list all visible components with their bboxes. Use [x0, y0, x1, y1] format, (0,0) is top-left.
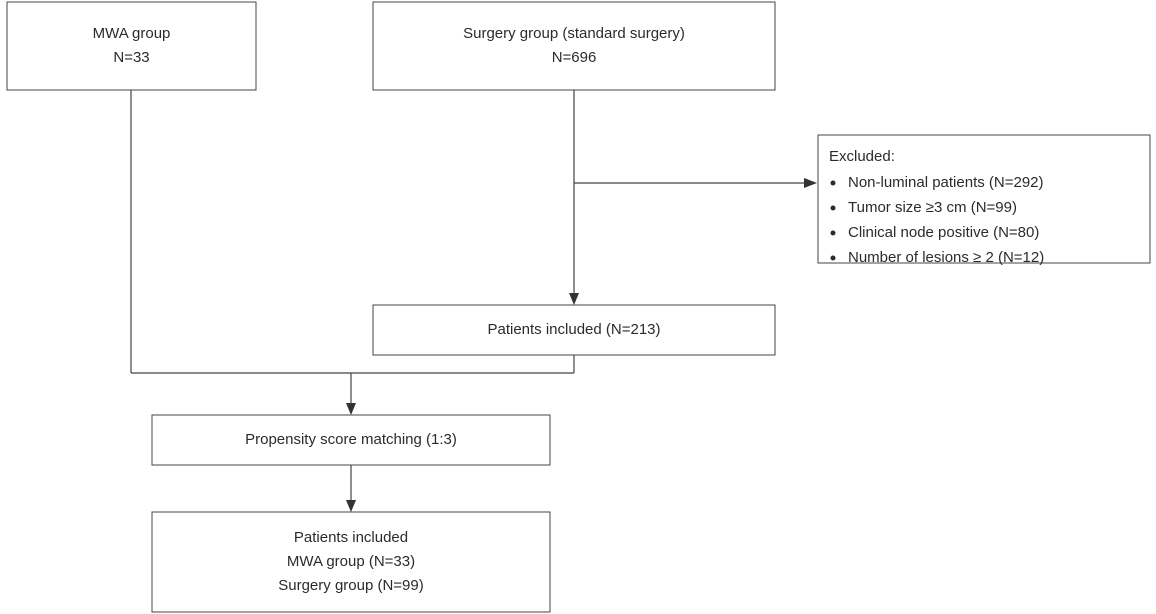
arrowhead [346, 500, 356, 512]
node-label: N=696 [552, 49, 597, 66]
node-title: Excluded: [829, 148, 895, 165]
node-box [817, 134, 1151, 264]
bullet [830, 205, 836, 211]
node-box [6, 1, 257, 91]
node-label: Propensity score matching (1:3) [245, 431, 457, 448]
node-label: Patients included [294, 529, 408, 546]
node-item: Non-luminal patients (N=292) [848, 174, 1044, 191]
node-label: Surgery group (standard surgery) [463, 25, 685, 42]
node-item: Tumor size ≥3 cm (N=99) [848, 199, 1017, 216]
arrowhead [346, 403, 356, 415]
node-box [372, 304, 776, 356]
node-item: Number of lesions ≥ 2 (N=12) [848, 249, 1044, 266]
node-item: Clinical node positive (N=80) [848, 224, 1039, 241]
node-box [151, 511, 551, 613]
bullet [830, 230, 836, 236]
node-box [151, 414, 551, 466]
arrowhead [569, 293, 579, 305]
node-label: MWA group (N=33) [287, 553, 415, 570]
node-label: Surgery group (N=99) [278, 577, 424, 594]
bullet [830, 255, 836, 261]
node-label: Patients included (N=213) [487, 321, 660, 338]
bullet [830, 180, 836, 186]
arrowhead [804, 178, 817, 188]
node-label: N=33 [113, 49, 149, 66]
node-label: MWA group [93, 25, 171, 42]
node-box [372, 1, 776, 91]
